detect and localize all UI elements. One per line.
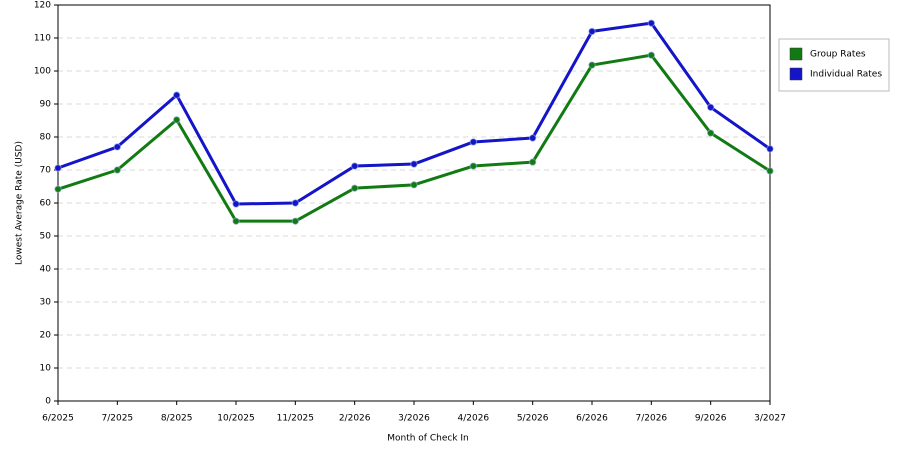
data-point: [766, 167, 774, 175]
y-tick-label: 60: [40, 199, 52, 209]
y-tick-label: 30: [40, 298, 52, 308]
x-tick-label: 3/2026: [398, 414, 430, 424]
x-tick-label: 6/2026: [576, 414, 608, 424]
data-point: [291, 199, 300, 207]
data-point: [113, 166, 122, 174]
data-point: [172, 91, 181, 99]
y-tick-label: 0: [45, 397, 51, 407]
data-point: [54, 164, 62, 172]
series-line: [57, 53, 771, 223]
x-tick-label: 10/2025: [217, 414, 254, 424]
data-point: [647, 19, 656, 27]
legend-box: [778, 38, 890, 92]
x-tick-label: 4/2026: [457, 414, 489, 424]
data-point: [469, 138, 478, 146]
y-tick-label: 110: [34, 34, 51, 44]
y-tick-label: 10: [40, 364, 52, 374]
data-point: [54, 185, 62, 193]
legend-swatch: [789, 67, 803, 81]
x-tick-label: 7/2025: [101, 414, 133, 424]
data-point: [350, 162, 359, 170]
data-point: [706, 129, 715, 137]
data-point: [410, 181, 418, 189]
x-axis-label: Month of Check In: [387, 434, 469, 444]
y-tick-label: 80: [40, 133, 52, 143]
y-axis-label: Lowest Average Rate (USD): [15, 141, 25, 265]
x-tick-label: 2/2026: [339, 414, 371, 424]
data-point: [647, 51, 656, 59]
y-tick-label: 120: [34, 1, 51, 11]
data-point: [588, 61, 596, 69]
x-tick-label: 8/2025: [161, 414, 193, 424]
legend-swatch: [789, 47, 803, 61]
data-point: [350, 184, 359, 192]
data-point: [766, 145, 774, 153]
data-point: [232, 217, 240, 225]
data-point: [528, 134, 537, 142]
data-point: [706, 103, 715, 112]
x-tick-label: 3/2027: [754, 414, 786, 424]
series-line: [57, 21, 771, 206]
x-tick-label: 7/2026: [635, 414, 667, 424]
legend-label: Group Rates: [810, 50, 866, 60]
x-tick-label: 9/2026: [695, 414, 727, 424]
y-tick-label: 100: [34, 67, 51, 77]
data-point: [172, 116, 181, 124]
y-tick-label: 40: [40, 265, 52, 275]
y-tick-label: 20: [40, 331, 52, 341]
legend-label: Individual Rates: [810, 70, 882, 80]
y-tick-label: 70: [40, 166, 52, 176]
y-tick-label: 50: [40, 232, 52, 242]
data-point: [232, 200, 240, 208]
x-tick-label: 6/2025: [42, 414, 74, 424]
y-tick-label: 90: [40, 100, 52, 110]
data-point: [469, 162, 478, 170]
data-point: [410, 160, 418, 168]
x-tick-label: 11/2025: [277, 414, 314, 424]
data-point: [113, 143, 122, 151]
data-point: [528, 158, 537, 166]
data-point: [291, 217, 300, 225]
data-point: [588, 27, 596, 36]
x-tick-label: 5/2026: [517, 414, 549, 424]
